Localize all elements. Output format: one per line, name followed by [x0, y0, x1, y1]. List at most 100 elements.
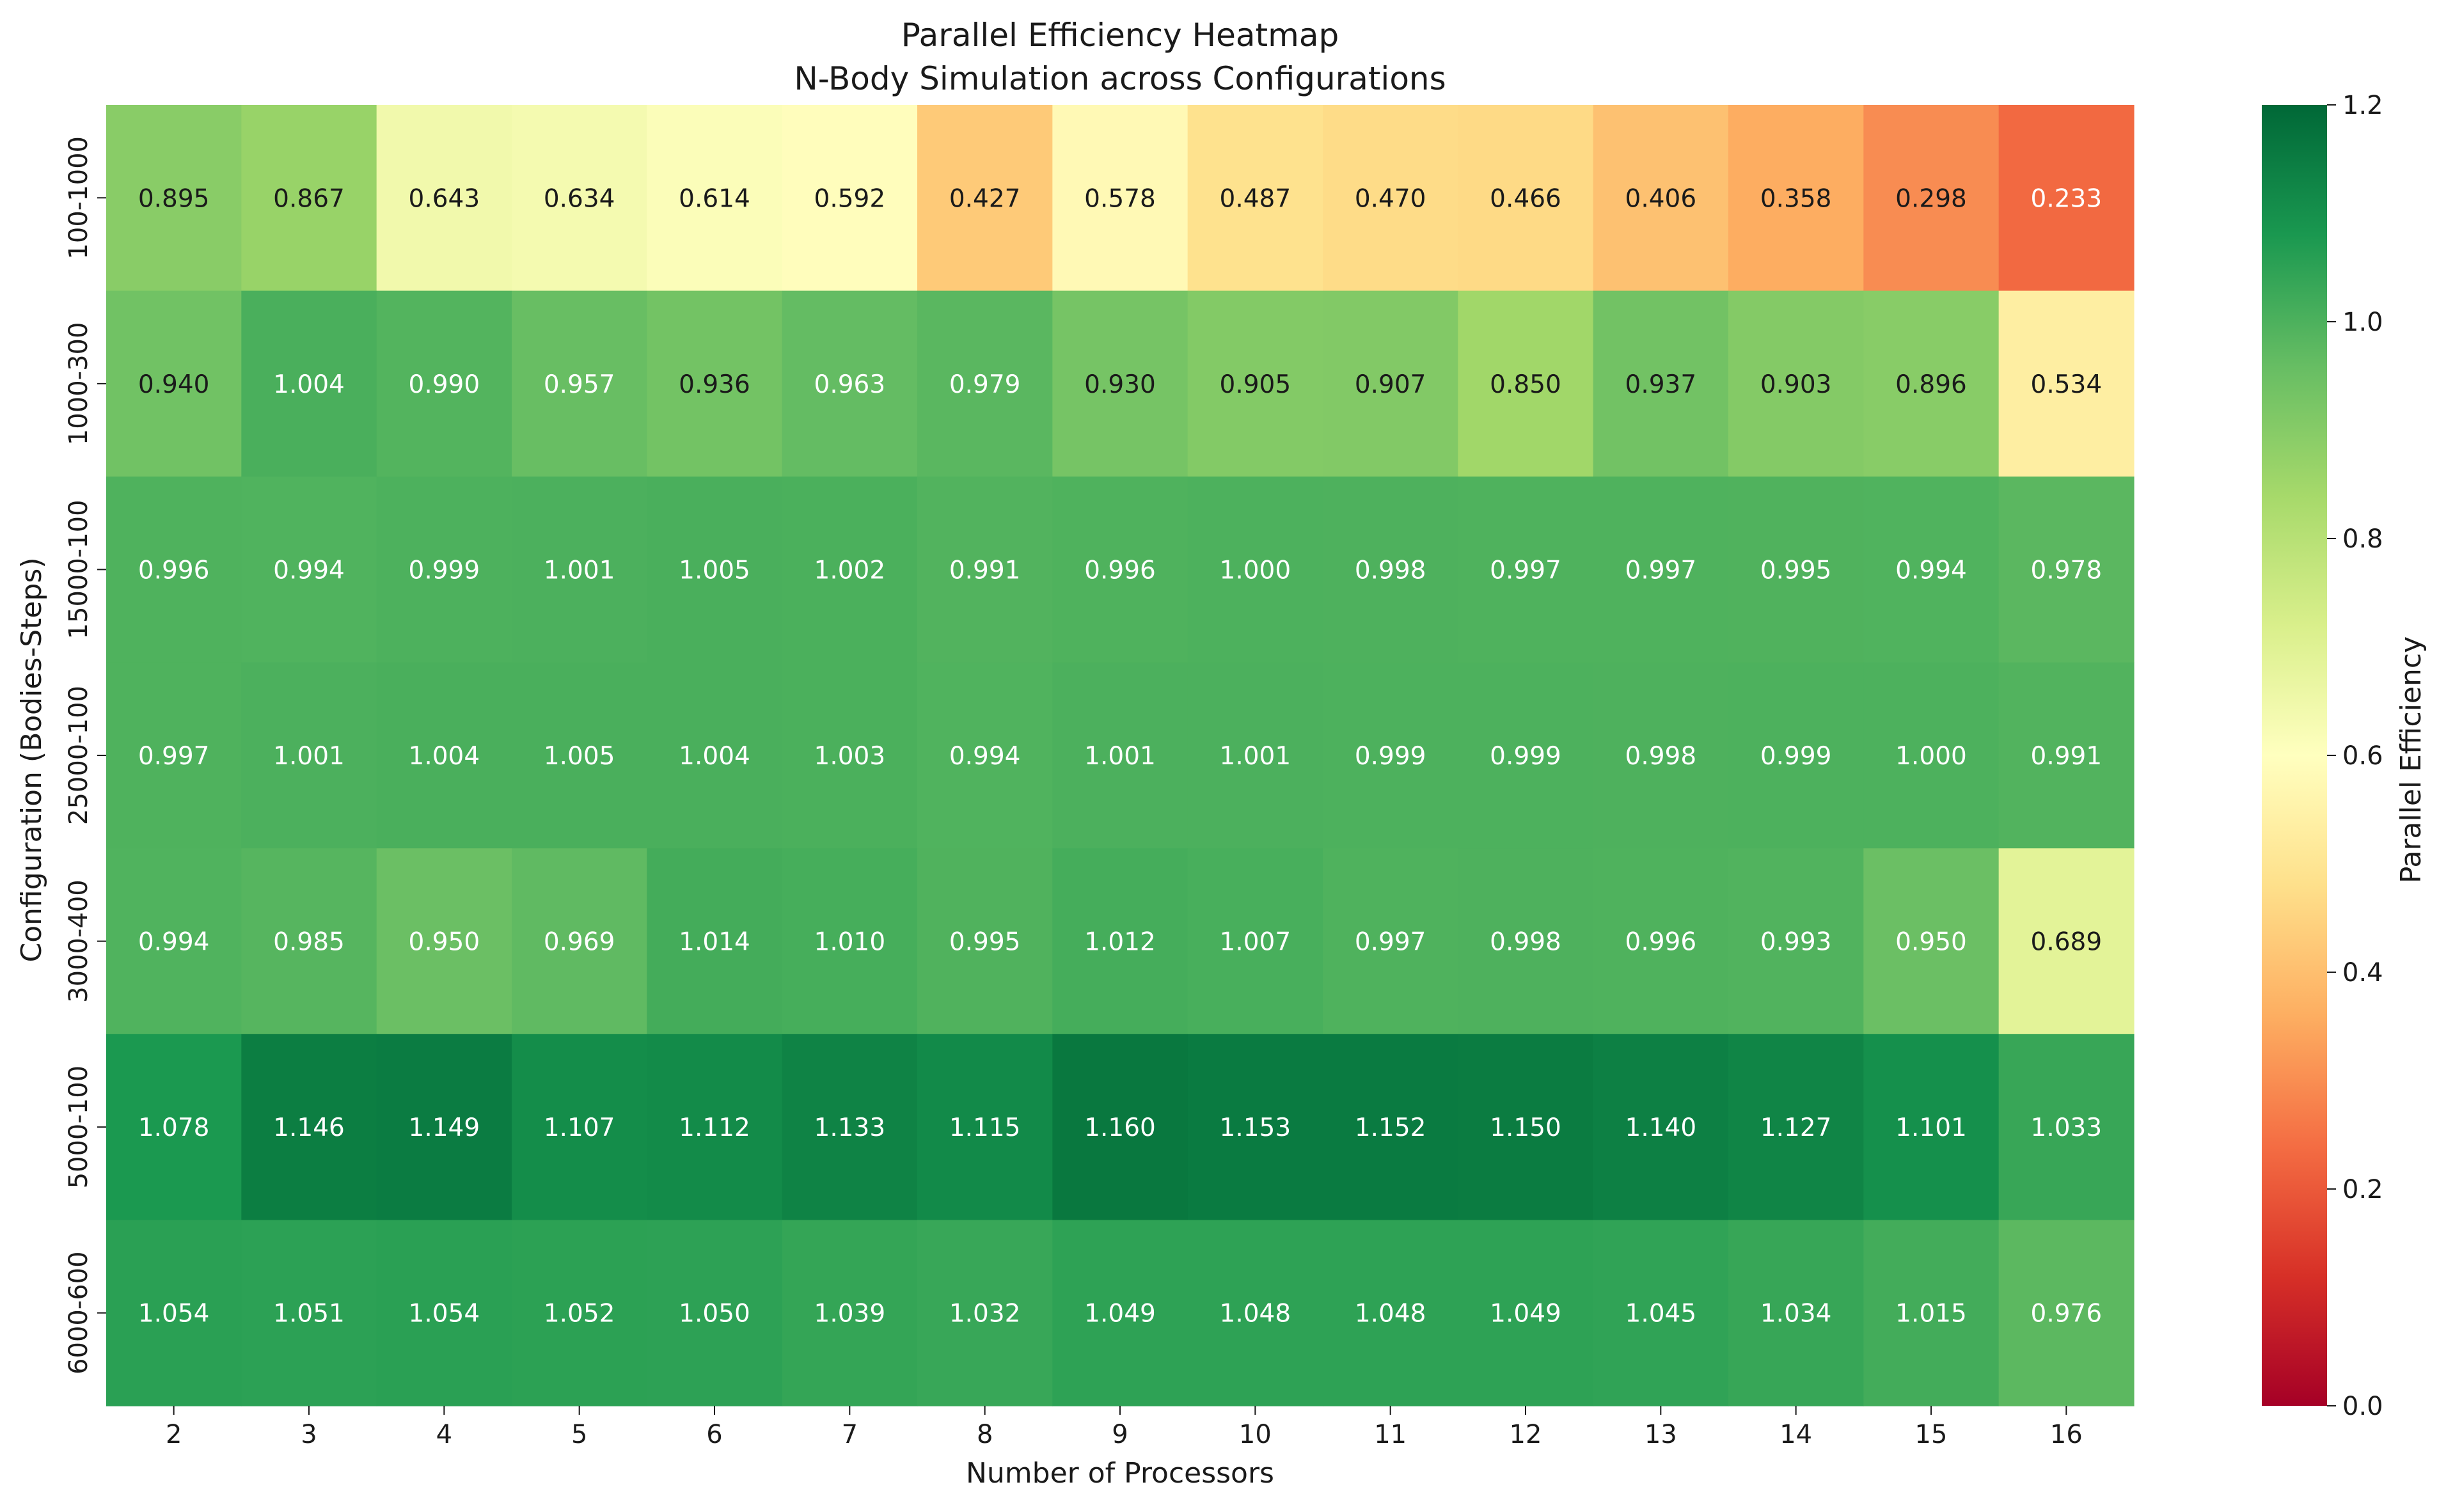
heatmap-cell [1863, 848, 2000, 1035]
colorbar-tick-label: 0.2 [2342, 1175, 2383, 1204]
heatmap-cell [1458, 476, 1594, 663]
heatmap-cell [1593, 848, 1729, 1035]
cell-value-label: 1.054 [409, 1300, 480, 1328]
cell-value-label: 0.903 [1760, 370, 1832, 399]
cell-value-label: 1.004 [679, 742, 750, 771]
heatmap-cell [1458, 290, 1594, 477]
heatmap-cell [241, 662, 377, 849]
heatmap-cell [1323, 105, 1458, 292]
cell-value-label: 0.963 [814, 370, 886, 399]
heatmap-cell [1052, 1034, 1188, 1221]
cell-value-label: 0.999 [1490, 742, 1561, 771]
cell-value-label: 0.957 [544, 370, 615, 399]
cell-value-label: 0.534 [2031, 370, 2103, 399]
cell-value-label: 1.112 [679, 1114, 750, 1142]
heatmap-cell [917, 662, 1053, 849]
heatmap-cell [376, 1220, 512, 1406]
heatmap-cell [1863, 290, 2000, 477]
x-tick-label: 5 [571, 1420, 587, 1449]
x-axis-ticks: 2 3 4 5 6 7 8 9 10 11 12 13 14 15 16 [166, 1406, 2083, 1449]
heatmap-cell [1323, 1220, 1458, 1406]
heatmap-cell [647, 848, 783, 1035]
cell-value-label: 1.048 [1220, 1300, 1291, 1328]
heatmap-cell [1593, 662, 1729, 849]
heatmap-cell [241, 1034, 377, 1221]
cell-value-label: 0.470 [1355, 184, 1426, 213]
cell-value-label: 0.592 [814, 184, 886, 213]
y-tick-label: 1000-300 [64, 322, 93, 446]
cell-value-label: 0.998 [1625, 742, 1697, 771]
cell-value-label: 1.034 [1760, 1300, 1832, 1328]
cell-value-label: 0.950 [1895, 928, 1967, 957]
cell-value-label: 1.107 [544, 1114, 615, 1142]
heatmap-cell [917, 105, 1053, 292]
heatmap-cell [917, 1220, 1053, 1406]
heatmap-cell-labels: 0.895 0.867 0.643 0.634 0.614 0.592 0.427 0.578… [138, 184, 2102, 1328]
x-tick-label: 15 [1915, 1420, 1948, 1449]
heatmap-cell [1998, 290, 2134, 477]
cell-value-label: 0.298 [1895, 184, 1967, 213]
colorbar-tick-label: 0.6 [2342, 741, 2383, 771]
heatmap-cell [647, 1220, 783, 1406]
cell-value-label: 0.996 [1084, 556, 1156, 585]
heatmap-cell [1052, 105, 1188, 292]
heatmap-cell [1998, 476, 2134, 663]
heatmap-cell [647, 1034, 783, 1221]
chart-subtitle: N-Body Simulation across Configurations [794, 60, 1446, 97]
cell-value-label: 0.995 [1760, 556, 1832, 585]
heatmap-cell [241, 105, 377, 292]
colorbar-tick-label: 1.0 [2342, 308, 2383, 337]
cell-value-label: 1.001 [273, 742, 345, 771]
cell-value-label: 0.689 [2031, 928, 2103, 957]
heatmap-cell [1323, 848, 1458, 1035]
heatmap-cell [782, 105, 918, 292]
x-tick-label: 13 [1645, 1420, 1677, 1449]
cell-value-label: 1.049 [1084, 1300, 1156, 1328]
cell-value-label: 1.140 [1625, 1114, 1697, 1142]
heatmap-cell [782, 476, 918, 663]
cell-value-label: 0.614 [679, 184, 750, 213]
heatmap-cell [512, 476, 647, 663]
y-axis-ticks: 100-1000 1000-300 15000-100 25000-100 3000-4… [64, 136, 106, 1374]
cell-value-label: 1.010 [814, 928, 886, 957]
heatmap-cell [647, 476, 783, 663]
heatmap-cell [1052, 476, 1188, 663]
x-tick-label: 2 [166, 1420, 182, 1449]
heatmap-cell [1728, 848, 1864, 1035]
cell-value-label: 0.358 [1760, 184, 1832, 213]
y-tick-label: 5000-100 [64, 1066, 93, 1189]
cell-value-label: 1.078 [138, 1114, 210, 1142]
cell-value-label: 1.153 [1220, 1114, 1291, 1142]
heatmap-cell [1323, 662, 1458, 849]
cell-value-label: 0.978 [2031, 556, 2103, 585]
x-tick-label: 7 [842, 1420, 858, 1449]
cell-value-label: 0.999 [1760, 742, 1832, 771]
cell-value-label: 0.907 [1355, 370, 1426, 399]
cell-value-label: 1.101 [1895, 1114, 1967, 1142]
x-tick-label: 14 [1779, 1420, 1812, 1449]
cell-value-label: 1.152 [1355, 1114, 1426, 1142]
cell-value-label: 0.406 [1625, 184, 1697, 213]
cell-value-label: 0.937 [1625, 370, 1697, 399]
heatmap-cell [1728, 662, 1864, 849]
cell-value-label: 0.940 [138, 370, 210, 399]
cell-value-label: 0.950 [409, 928, 480, 957]
heatmap-cell [512, 105, 647, 292]
heatmap-cell [1458, 1220, 1594, 1406]
heatmap-cell [1593, 476, 1729, 663]
heatmap-cell [917, 848, 1053, 1035]
heatmap-cell [1323, 476, 1458, 663]
cell-value-label: 0.998 [1490, 928, 1561, 957]
heatmap-cell [1052, 662, 1188, 849]
heatmap-cell [376, 105, 512, 292]
cell-value-label: 1.127 [1760, 1114, 1832, 1142]
colorbar: 0.0 0.2 0.4 0.6 0.8 1.0 1.2 [2262, 91, 2383, 1421]
cell-value-label: 0.994 [273, 556, 345, 585]
cell-value-label: 0.993 [1760, 928, 1832, 957]
cell-value-label: 0.896 [1895, 370, 1967, 399]
cell-value-label: 1.000 [1220, 556, 1291, 585]
heatmap-cell [1863, 1220, 2000, 1406]
heatmap-cell [647, 290, 783, 477]
cell-value-label: 0.998 [1355, 556, 1426, 585]
